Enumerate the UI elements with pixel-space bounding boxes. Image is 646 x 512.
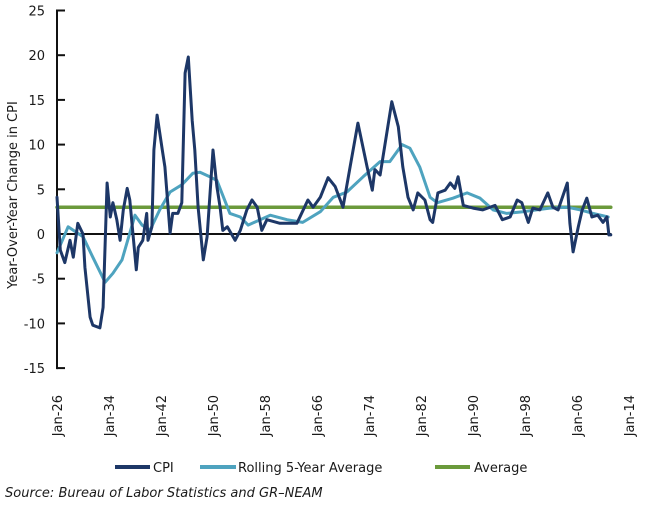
legend-label-rolling: Rolling 5-Year Average (238, 461, 382, 476)
x-axis: Jan-26 Jan-34 Jan-42 Jan-50 Jan-58 Jan-66 Jan-… (51, 395, 638, 437)
x-tick-label: Jan-74 (363, 395, 378, 437)
cpi-line (55, 55, 613, 330)
legend: CPI Rolling 5-Year Average Average (115, 461, 527, 476)
x-tick-label: Jan-82 (415, 395, 430, 437)
source-note: Source: Bureau of Labor Statistics and G… (5, 486, 323, 501)
y-tick-label: 15 (28, 94, 45, 109)
y-tick-label: -10 (24, 317, 45, 332)
x-tick-label: Jan-14 (623, 395, 638, 437)
x-tick-label: Jan-26 (51, 395, 66, 437)
y-tick-label: 25 (28, 5, 45, 20)
legend-label-average: Average (474, 461, 527, 476)
x-tick-label: Jan-66 (311, 395, 326, 437)
x-tick-label: Jan-50 (207, 395, 222, 437)
x-tick-label: Jan-42 (155, 395, 170, 437)
x-tick-label: Jan-06 (571, 395, 586, 437)
y-tick-label: 5 (37, 183, 45, 198)
y-tick-label: 0 (37, 228, 45, 243)
plot-area (55, 55, 613, 330)
y-tick-label: 10 (28, 139, 45, 154)
y-axis: 25 20 15 10 5 0 -5 -10 -15 (24, 5, 65, 377)
legend-label-cpi: CPI (153, 461, 174, 476)
x-tick-label: Jan-98 (519, 395, 534, 437)
x-tick-label: Jan-58 (259, 395, 274, 437)
x-tick-label: Jan-34 (103, 395, 118, 437)
x-tick-label: Jan-90 (467, 395, 482, 437)
y-tick-label: -15 (24, 362, 45, 377)
rolling-average-line (55, 143, 610, 284)
y-axis-title: Year-Over-Year Change in CPI (6, 101, 21, 290)
y-tick-label: 20 (28, 49, 45, 64)
y-tick-label: -5 (32, 273, 45, 288)
